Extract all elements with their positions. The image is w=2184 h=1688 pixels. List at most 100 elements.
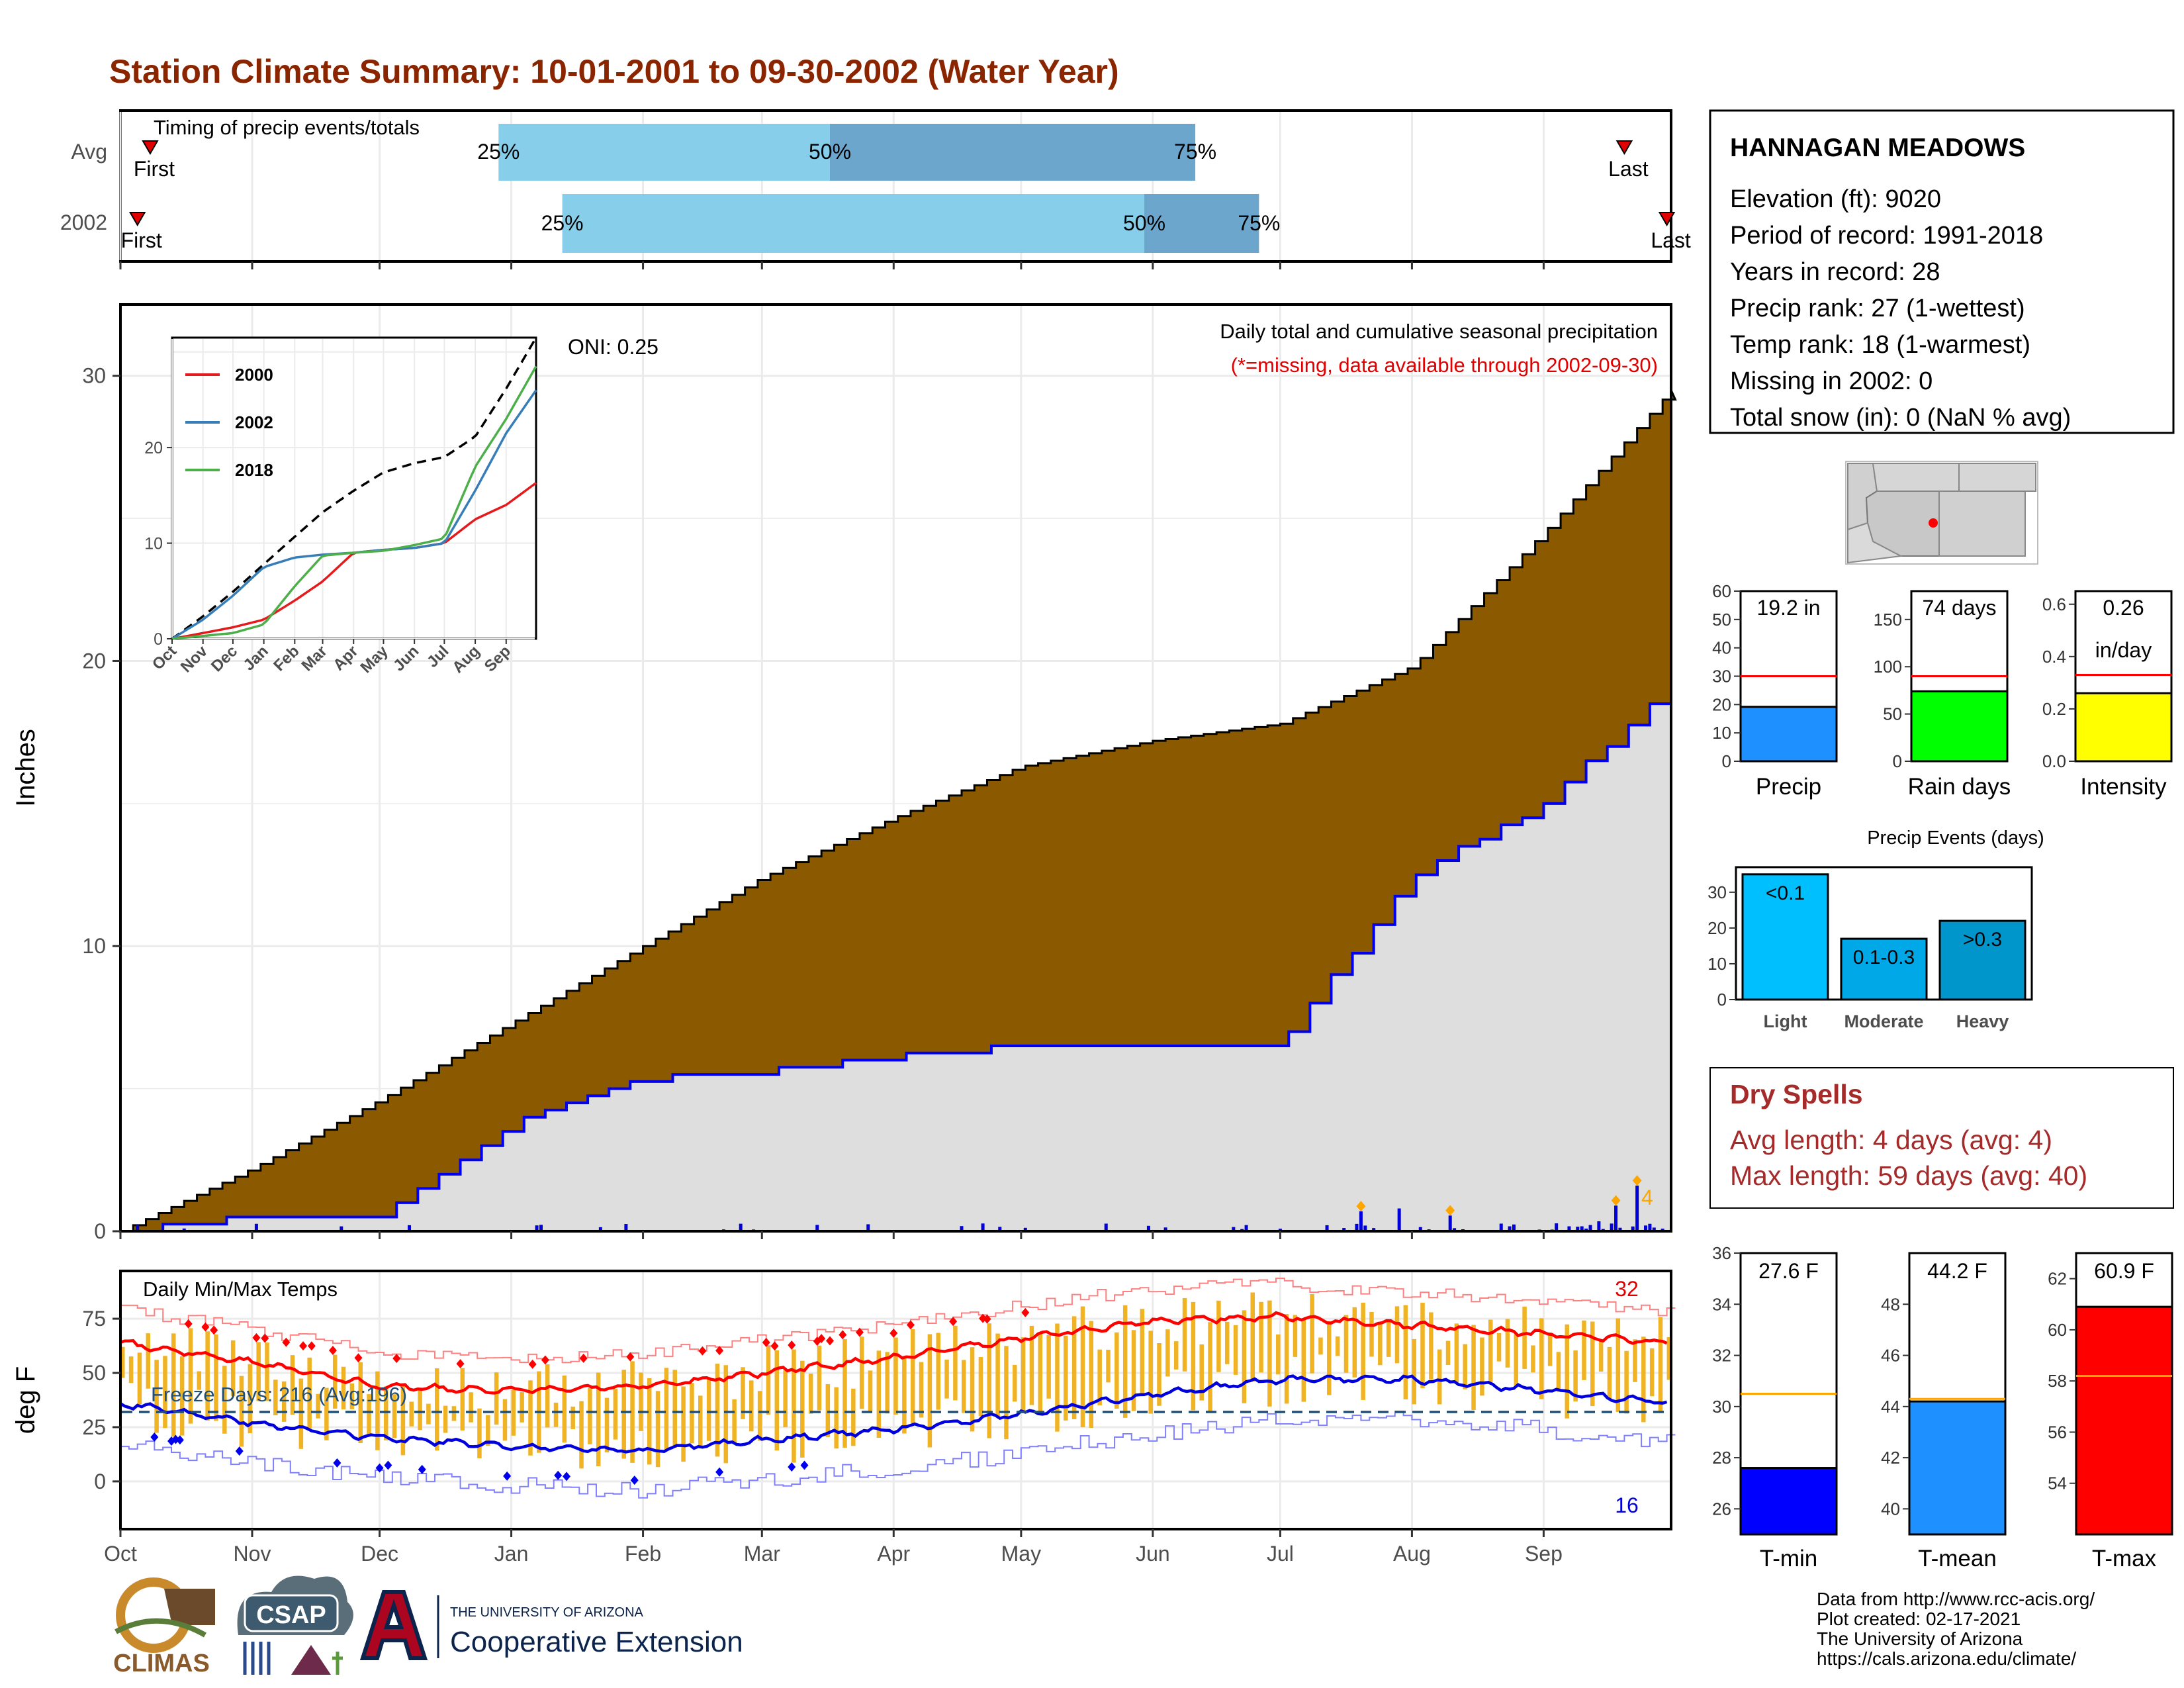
record-high-diamond xyxy=(541,1355,549,1365)
temp-stat-label: T-max xyxy=(2092,1546,2157,1571)
daily-precip-bar xyxy=(1648,1223,1652,1231)
heavy-event-diamond xyxy=(1445,1205,1455,1216)
daily-temp-bar xyxy=(1361,1302,1365,1400)
temp-stat-value: 27.6 F xyxy=(1758,1259,1819,1283)
daily-temp-bar xyxy=(1301,1319,1306,1402)
temp-y-axis-label: deg F xyxy=(11,1366,40,1434)
daily-temp-bar xyxy=(1013,1364,1017,1402)
temp-stat-bar-0 xyxy=(1739,1467,1838,1536)
daily-temp-bar xyxy=(1122,1305,1128,1418)
daily-temp-bar xyxy=(1445,1340,1451,1366)
daily-temp-bar xyxy=(179,1356,185,1436)
csap-bars xyxy=(243,1642,271,1675)
daily-temp-bar xyxy=(1242,1310,1247,1403)
daily-precip-bar xyxy=(408,1225,412,1231)
csap-cactus xyxy=(332,1652,343,1675)
temp-stat-y-tick-label: 32 xyxy=(1712,1346,1731,1366)
daily-precip-bar xyxy=(1610,1223,1614,1231)
temp-stat-y-tick-label: 48 xyxy=(1881,1294,1900,1314)
daily-temp-bar xyxy=(1454,1323,1459,1384)
daily-temp-bar xyxy=(562,1376,567,1443)
stat-label: Rain days xyxy=(1908,774,2011,800)
record-high-diamond xyxy=(715,1346,724,1356)
daily-temp-bar xyxy=(1378,1323,1383,1366)
daily-temp-bar xyxy=(681,1386,686,1462)
daily-temp-bar xyxy=(961,1360,966,1413)
daily-temp-bar xyxy=(128,1356,134,1383)
inset-legend-2000: 2000 xyxy=(235,365,273,385)
daily-precip-bar xyxy=(1584,1228,1588,1231)
record-high-diamond xyxy=(307,1341,316,1351)
daily-temp-bar xyxy=(1089,1321,1094,1428)
record-high-diamond xyxy=(299,1341,308,1351)
stat-y-tick-label: 0.2 xyxy=(2042,699,2066,719)
stat-bar-2 xyxy=(2074,692,2173,763)
record-high-diamond xyxy=(839,1330,847,1340)
daily-temp-bar xyxy=(1403,1305,1408,1400)
events-bar-moderate xyxy=(1840,937,1928,1001)
month-label: May xyxy=(1001,1542,1041,1566)
temp-stat-y-tick-label: 26 xyxy=(1712,1499,1731,1519)
freeze-days-label: Freeze Days: 216 (Avg:196) xyxy=(151,1383,407,1406)
daily-temp-bar xyxy=(1029,1325,1034,1405)
record-high-diamond xyxy=(817,1334,826,1344)
daily-temp-bar xyxy=(910,1329,915,1424)
timing-avg-75-label: 75% xyxy=(1174,140,1216,164)
record-high-diamond xyxy=(456,1359,465,1369)
daily-precip-bar xyxy=(1512,1224,1516,1231)
record-high-diamond xyxy=(392,1354,401,1364)
daily-precip-bar xyxy=(1508,1226,1512,1231)
daily-temp-bar xyxy=(1573,1350,1578,1402)
credit-data-source: Data from http://www.rcc-acis.org/ xyxy=(1817,1589,2095,1609)
station-temp-rank: Temp rank: 18 (1-warmest) xyxy=(1730,331,2030,359)
temp-stat-y-tick-label: 36 xyxy=(1712,1243,1731,1263)
daily-temp-bar xyxy=(137,1352,142,1405)
daily-temp-bar xyxy=(1590,1321,1595,1407)
daily-temp-bar xyxy=(1148,1331,1153,1414)
logo-csap: CSAP xyxy=(237,1575,353,1675)
record-high-diamond xyxy=(328,1346,337,1356)
daily-temp-bar xyxy=(783,1370,788,1428)
station-snow: Total snow (in): 0 (NaN % avg) xyxy=(1730,404,2071,432)
stat-y-tick-label: 20 xyxy=(1712,694,1731,714)
timing-avg-bar-light xyxy=(498,124,831,181)
daily-temp-bar xyxy=(214,1334,218,1421)
coop-ext-wordmark: Cooperative Extension xyxy=(450,1626,743,1658)
daily-temp-bar xyxy=(392,1394,397,1438)
record-high-diamond xyxy=(889,1328,898,1338)
daily-precip-bar xyxy=(1576,1227,1580,1231)
daily-temp-bar xyxy=(672,1370,677,1448)
events-y-tick-label: 30 xyxy=(1707,882,1727,902)
events-bar-tag: >0.3 xyxy=(1963,929,2002,951)
daily-temp-bar xyxy=(987,1323,992,1438)
state-colorado xyxy=(1958,463,2036,492)
daily-temp-bar xyxy=(298,1378,304,1449)
daily-temp-bar xyxy=(1607,1346,1612,1400)
stat-y-tick-label: 40 xyxy=(1712,638,1731,658)
daily-precip-bar xyxy=(981,1223,985,1231)
temp-panel: 0 25 50 75 Daily Min/Max Temps Freeze Days:… xyxy=(11,1270,1676,1566)
daily-temp-bar xyxy=(868,1370,873,1411)
record-low-diamond xyxy=(384,1460,392,1470)
dry-spells-avg-length: Avg length: 4 days (avg: 4) xyxy=(1730,1125,2052,1155)
record-high-diamond xyxy=(282,1337,291,1347)
daily-temp-bar xyxy=(358,1362,363,1443)
daily-temp-bar xyxy=(341,1366,346,1410)
daily-temp-bar xyxy=(800,1360,805,1458)
timing-avg-50-label: 50% xyxy=(809,140,851,164)
daily-precip-bar xyxy=(1635,1186,1639,1231)
credit-url: https://cals.arizona.edu/climate/ xyxy=(1817,1648,2076,1669)
daily-temp-bar xyxy=(579,1401,584,1469)
dry-spells-title: Dry Spells xyxy=(1730,1079,1863,1109)
daily-precip-bar xyxy=(1325,1225,1329,1231)
month-label: Jun xyxy=(1136,1542,1170,1566)
station-info-frame xyxy=(1709,109,2175,434)
daily-temp-bar xyxy=(995,1333,1000,1417)
record-high-diamond xyxy=(983,1314,991,1324)
daily-precip-bar xyxy=(1453,1228,1457,1231)
station-name: HANNAGAN MEADOWS xyxy=(1730,134,2025,162)
daily-temp-bar xyxy=(834,1387,839,1449)
daily-temp-bar xyxy=(749,1380,754,1432)
daily-temp-bar xyxy=(281,1381,287,1422)
daily-temp-bar xyxy=(239,1376,244,1447)
